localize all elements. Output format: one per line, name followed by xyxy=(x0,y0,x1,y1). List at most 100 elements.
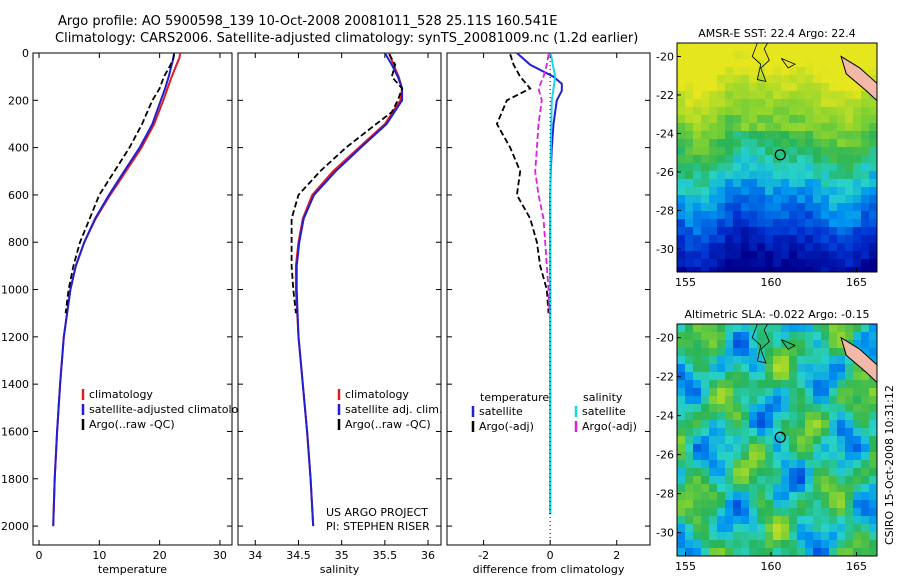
sst_map-cell xyxy=(709,123,718,132)
sla_map-cell xyxy=(749,364,758,373)
sla_map-cell xyxy=(805,452,814,461)
temperature-legend-entry: Argo(..raw -QC) xyxy=(89,418,175,431)
sla_map-cell xyxy=(741,492,750,501)
sla_map-cell xyxy=(733,356,742,365)
sla_map-cell xyxy=(781,428,790,437)
sst_map-cell xyxy=(853,131,862,140)
sst_map-cell xyxy=(789,83,798,92)
sla_map-cell xyxy=(805,340,814,349)
sla_map-cell xyxy=(677,468,686,477)
sst_map-cell xyxy=(813,251,822,260)
sst_map-cell xyxy=(853,219,862,228)
sla_map-cell xyxy=(765,364,774,373)
sst_map-cell xyxy=(805,123,814,132)
sla_map-cell xyxy=(813,388,822,397)
sst_map-cell xyxy=(797,155,806,164)
sla_map-cell xyxy=(789,388,798,397)
sla_map-cell xyxy=(733,444,742,453)
sla_map-cell xyxy=(861,412,870,421)
sla_map-cell xyxy=(797,356,806,365)
sla_map-cell xyxy=(853,436,862,445)
sst_map-cell xyxy=(773,203,782,212)
sla_map-cell xyxy=(853,500,862,509)
sst_map-cell xyxy=(805,115,814,124)
sst_map-cell xyxy=(837,155,846,164)
sla_map-cell xyxy=(869,484,878,493)
sla_map-cell xyxy=(717,532,726,541)
sla_map-cell xyxy=(749,396,758,405)
sst_map-cell xyxy=(701,163,710,172)
sst_map-cell xyxy=(837,139,846,148)
sst_map-cell xyxy=(805,43,814,52)
sst_map-cell xyxy=(741,139,750,148)
sst_map-cell xyxy=(805,187,814,196)
sst_map-cell xyxy=(765,75,774,84)
sst_map-cell xyxy=(741,83,750,92)
sst_map-cell xyxy=(765,219,774,228)
sla_map-cell xyxy=(805,404,814,413)
sla_map-cell xyxy=(757,372,766,381)
sla_map-cell xyxy=(709,532,718,541)
sst_map-reef-outline xyxy=(751,42,770,83)
sla_map-cell xyxy=(757,348,766,357)
sst_map-cell xyxy=(693,107,702,116)
sst_map-cell xyxy=(725,139,734,148)
sla_map-cell xyxy=(733,332,742,341)
sla_map-cell xyxy=(805,516,814,525)
sst_map-cell xyxy=(765,123,774,132)
sst_map-cell xyxy=(797,235,806,244)
sst_map-cell xyxy=(741,115,750,124)
sla_map-cell xyxy=(789,516,798,525)
sst_map-cell xyxy=(829,211,838,220)
sst_map-cell xyxy=(781,203,790,212)
sla_map-cell xyxy=(677,508,686,517)
sla_map-cell xyxy=(717,516,726,525)
difference-series-temperature-argo-adj- xyxy=(495,53,550,314)
sst_map-cell xyxy=(701,59,710,68)
sla_map-cell xyxy=(757,340,766,349)
sla_map-cell xyxy=(765,372,774,381)
sla_map-cell xyxy=(845,452,854,461)
sla_map-cell xyxy=(765,380,774,389)
sst_map-cell xyxy=(869,179,878,188)
sst_map-cell xyxy=(837,91,846,100)
sla_map-cell xyxy=(837,444,846,453)
sst_map-cell xyxy=(821,227,830,236)
sst_map-cell xyxy=(741,259,750,268)
sla_map-cell xyxy=(789,396,798,405)
sst_map-cell xyxy=(773,243,782,252)
sla_map-cell xyxy=(709,508,718,517)
sla_map-cell xyxy=(861,540,870,549)
sla_map-cell xyxy=(733,428,742,437)
sst_map-cell xyxy=(733,107,742,116)
sla_map-cell xyxy=(829,436,838,445)
sla_map-cell xyxy=(773,468,782,477)
sla_map-cell xyxy=(805,372,814,381)
temperature-xtick-label: 30 xyxy=(213,549,227,562)
sst_map-cell xyxy=(853,139,862,148)
sla_map-cell xyxy=(741,476,750,485)
sst_map-cell xyxy=(781,163,790,172)
sla_map-cell xyxy=(813,412,822,421)
salinity-xlabel: salinity xyxy=(320,563,360,576)
sla_map-cell xyxy=(693,484,702,493)
sst_map-cell xyxy=(853,259,862,268)
sst_map-cell xyxy=(869,123,878,132)
sst_map-cell xyxy=(861,131,870,140)
sst_map-cell xyxy=(853,243,862,252)
sla_map-cell xyxy=(837,548,846,557)
sst_map-cell xyxy=(733,219,742,228)
sla_map-cell xyxy=(797,540,806,549)
sst_map-cell xyxy=(741,91,750,100)
sst_map-cell xyxy=(821,99,830,108)
sla_map-cell xyxy=(845,364,854,373)
sst_map-cell xyxy=(813,75,822,84)
sst_map-cell xyxy=(829,243,838,252)
sst_map-cell xyxy=(845,131,854,140)
sst_map-cell xyxy=(805,219,814,228)
sla_map-cell xyxy=(797,452,806,461)
sst_map-cell xyxy=(789,67,798,76)
sst_map-cell xyxy=(845,187,854,196)
sst_map-cell xyxy=(757,131,766,140)
sst_map-cell xyxy=(789,139,798,148)
